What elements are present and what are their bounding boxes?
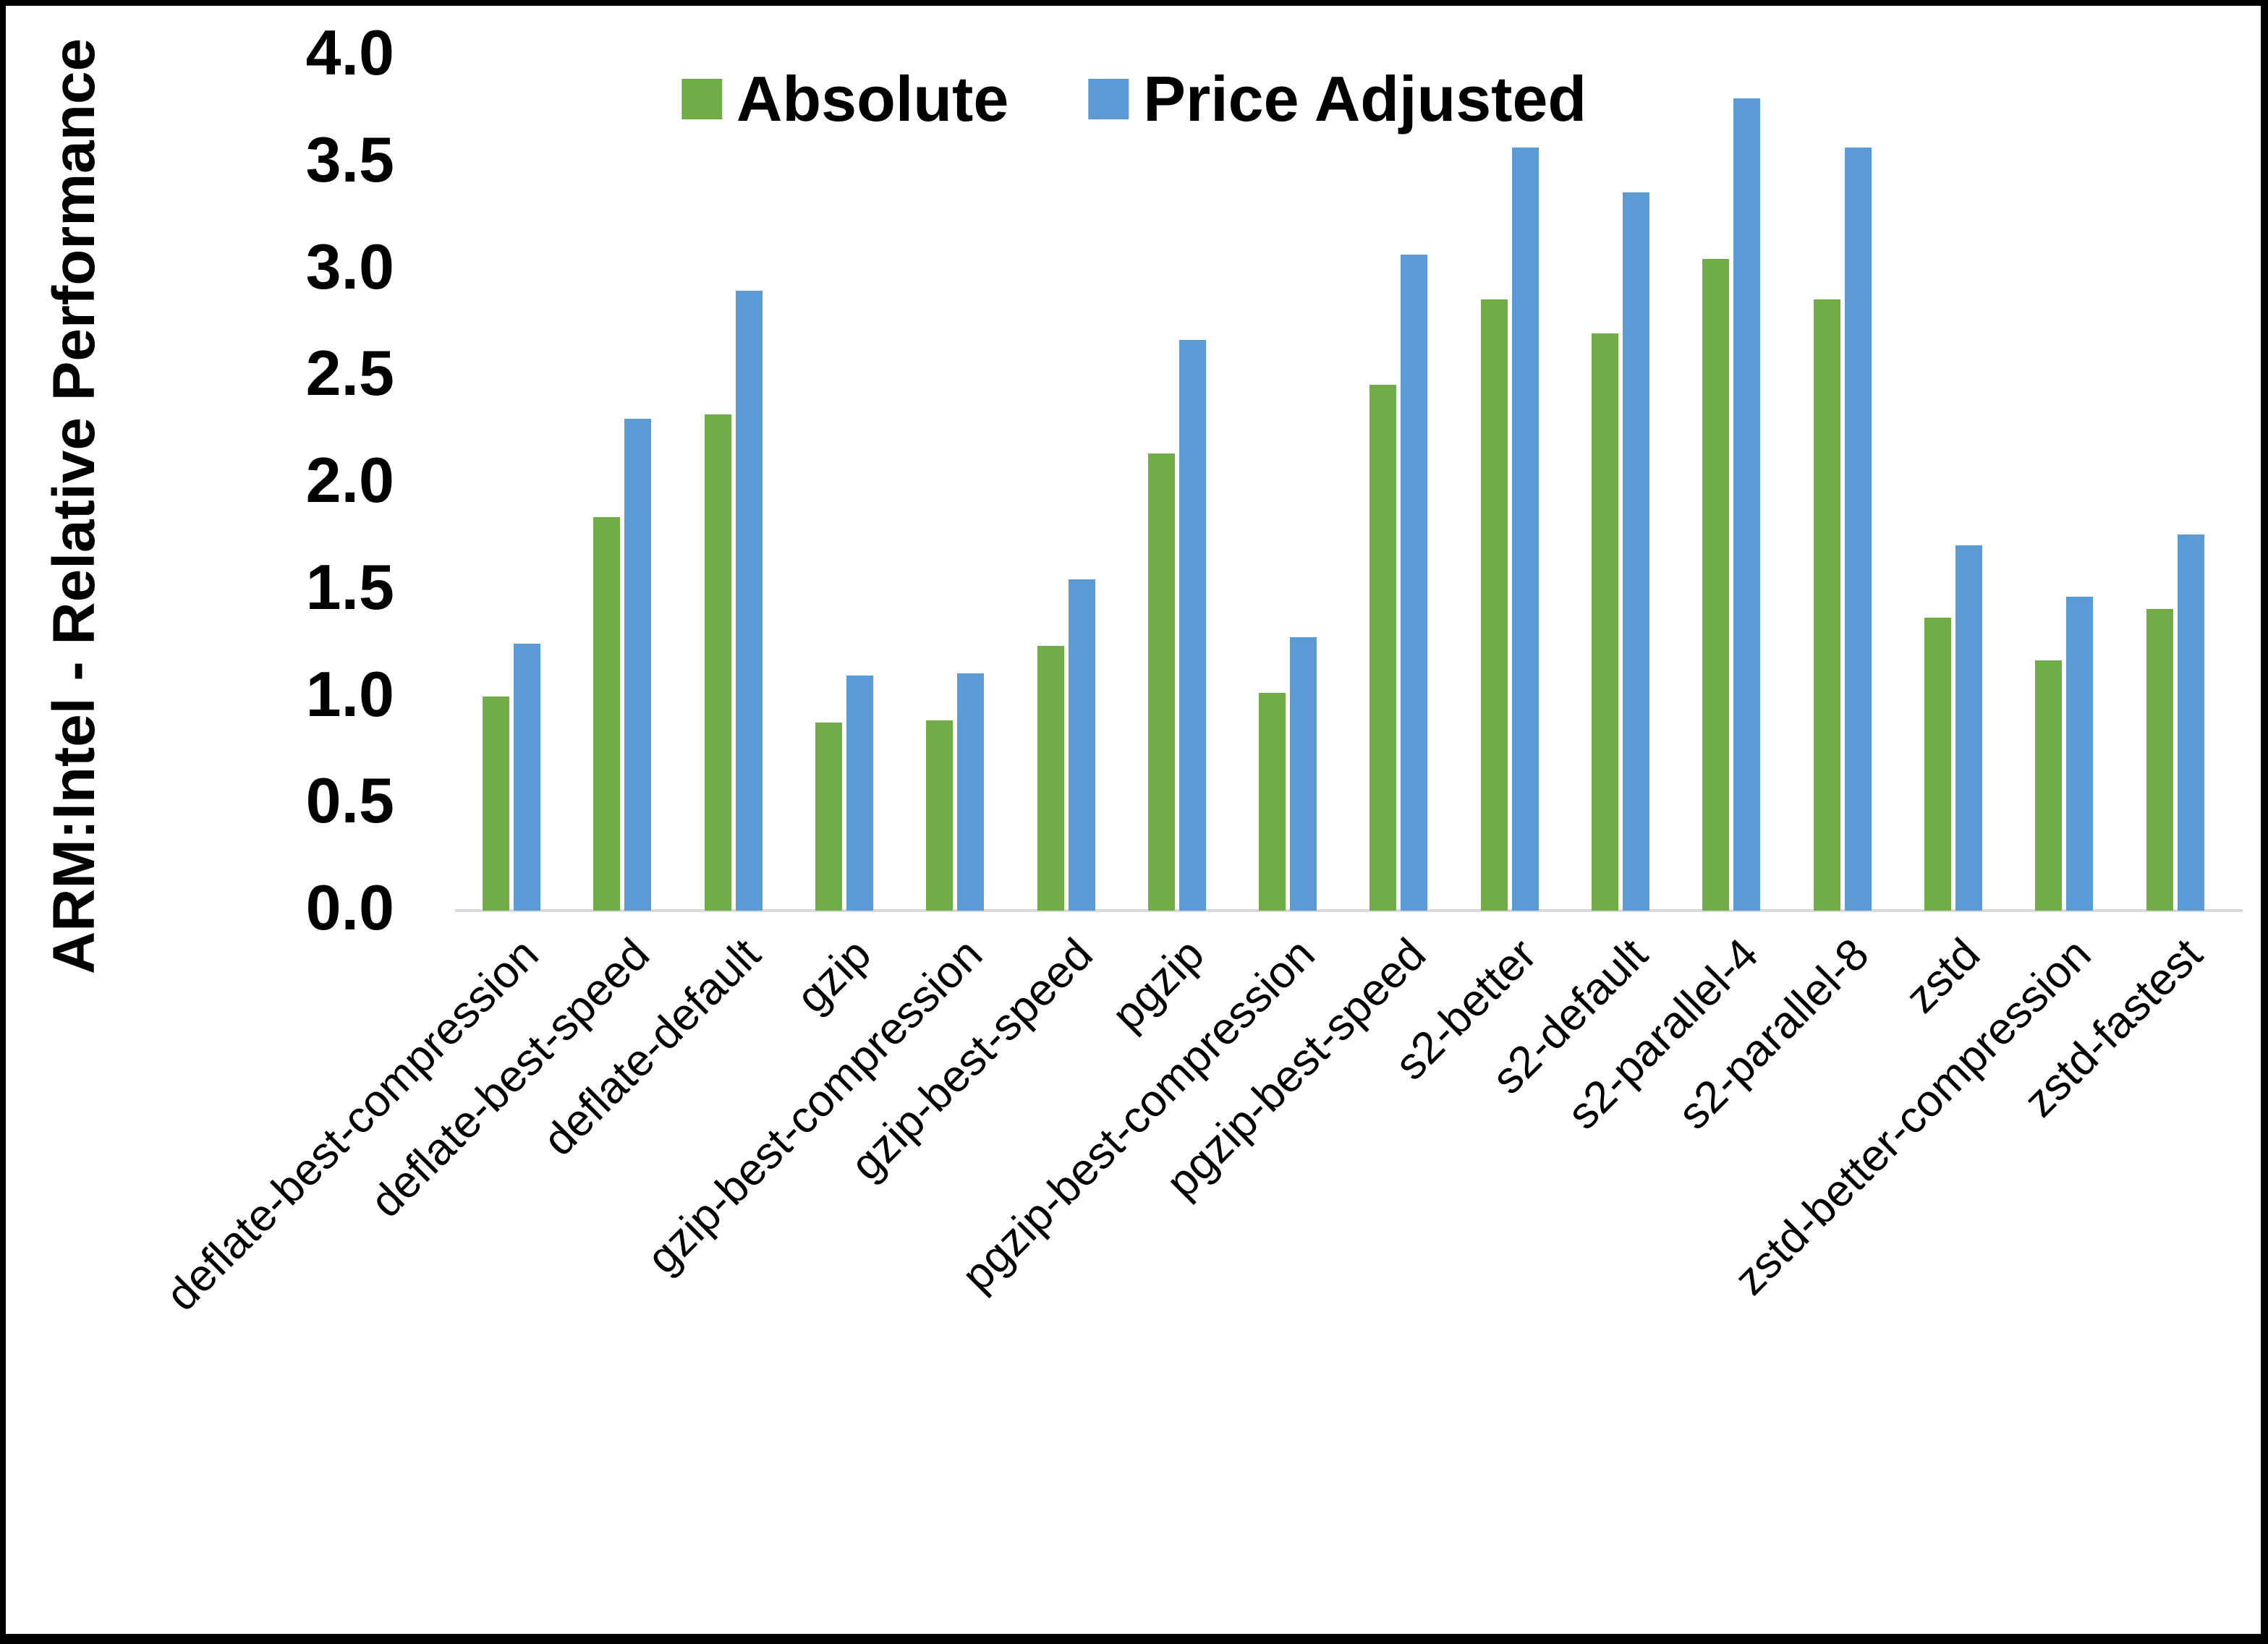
bar-absolute-deflate-best-speed [593, 517, 620, 911]
bar-absolute-gzip-best-compression [926, 720, 953, 911]
bar-absolute-zstd [1924, 618, 1951, 911]
x-axis-line [455, 909, 2243, 912]
bar-price-adjusted-pgzip-best-speed [1401, 255, 1427, 911]
bar-price-adjusted-s2-default [1623, 192, 1649, 911]
bar-price-adjusted-pgzip [1179, 340, 1206, 911]
bar-absolute-pgzip [1148, 453, 1175, 911]
bar-price-adjusted-deflate-default [736, 291, 763, 911]
y-tick-label: 4.0 [305, 16, 394, 88]
bar-absolute-deflate-best-compression [483, 697, 509, 911]
y-tick-label: 3.0 [305, 230, 394, 302]
y-tick-label: 2.5 [305, 337, 394, 409]
bar-price-adjusted-gzip-best-speed [1069, 579, 1095, 911]
bar-price-adjusted-deflate-best-speed [624, 419, 651, 911]
bar-price-adjusted-gzip-best-compression [957, 673, 984, 911]
legend-label-absolute: Absolute [736, 63, 1009, 135]
y-tick-label: 2.0 [305, 443, 394, 516]
bar-price-adjusted-s2-parallel-8 [1845, 148, 1872, 911]
bar-absolute-gzip-best-speed [1037, 646, 1064, 911]
bar-absolute-pgzip-best-compression [1259, 693, 1286, 911]
y-tick-label: 1.0 [305, 657, 394, 730]
bar-absolute-s2-default [1592, 333, 1618, 911]
legend-swatch-price-adjusted [1088, 79, 1129, 119]
legend-label-price-adjusted: Price Adjusted [1143, 63, 1587, 135]
legend-swatch-absolute [681, 79, 722, 119]
y-tick-label: 0.5 [305, 764, 394, 837]
bar-price-adjusted-pgzip-best-compression [1290, 637, 1317, 911]
bar-price-adjusted-zstd-better-compression [2066, 597, 2093, 911]
bar-price-adjusted-deflate-best-compression [514, 644, 540, 911]
legend: Absolute Price Adjusted [681, 62, 1587, 136]
bar-absolute-zstd-better-compression [2035, 660, 2062, 911]
y-tick-label: 0.0 [305, 871, 394, 943]
bar-price-adjusted-zstd-fastest [2178, 534, 2204, 911]
bar-price-adjusted-gzip [846, 676, 873, 911]
bar-absolute-gzip [815, 723, 842, 911]
bar-absolute-zstd-fastest [2146, 609, 2173, 911]
x-axis-label: zstd [1896, 929, 1990, 1023]
x-axis-label: gzip [787, 929, 881, 1023]
bar-price-adjusted-zstd [1955, 545, 1982, 911]
bar-absolute-s2-better [1481, 299, 1508, 911]
bar-absolute-deflate-default [705, 414, 731, 911]
bar-absolute-pgzip-best-speed [1369, 385, 1396, 911]
bar-price-adjusted-s2-better [1512, 148, 1539, 911]
legend-item-absolute: Absolute [681, 62, 1008, 136]
y-tick-label: 3.5 [305, 123, 394, 195]
legend-item-price-adjusted: Price Adjusted [1088, 62, 1587, 136]
bar-absolute-s2-parallel-8 [1814, 299, 1840, 911]
bar-price-adjusted-s2-parallel-4 [1733, 98, 1760, 911]
bar-absolute-s2-parallel-4 [1702, 259, 1729, 911]
y-tick-label: 1.5 [305, 550, 394, 623]
